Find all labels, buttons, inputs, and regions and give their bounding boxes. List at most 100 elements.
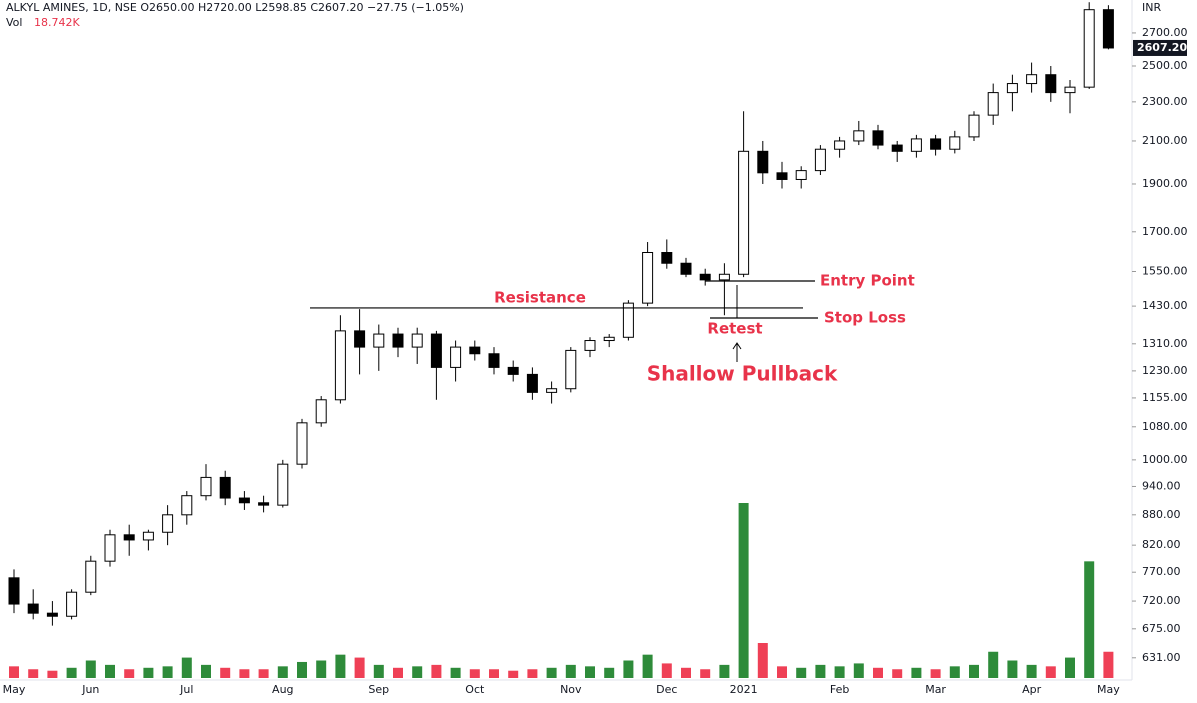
y-tick-label: 720.00 (1142, 594, 1181, 607)
volume-bar (930, 669, 941, 678)
x-tick-label: Nov (560, 683, 582, 696)
volume-bar (546, 667, 557, 678)
candle-body (27, 603, 39, 614)
x-tick-label: Oct (465, 683, 485, 696)
y-tick-label: 2100.00 (1142, 134, 1188, 147)
y-tick-label: 820.00 (1142, 538, 1181, 551)
x-tick-label: Sep (368, 683, 389, 696)
candle-body (1102, 9, 1114, 49)
x-tick-label: Mar (925, 683, 946, 696)
last-price-box (1133, 39, 1187, 56)
candle-body (507, 366, 519, 375)
candle-body (238, 497, 250, 504)
volume-bar (85, 660, 96, 678)
y-tick-label: 880.00 (1142, 508, 1181, 521)
volume-bar (853, 663, 864, 678)
candle-body (469, 346, 481, 355)
candle-body (661, 252, 673, 264)
volume-bar (201, 664, 211, 678)
volume-bar (700, 669, 711, 678)
x-tick-label: Jul (179, 683, 193, 696)
candle-body (814, 148, 826, 172)
candle-body (430, 333, 442, 368)
volume-bar (181, 657, 192, 678)
volume-bar (335, 654, 346, 678)
candle-body (891, 144, 903, 152)
y-tick-label: 1155.00 (1142, 391, 1188, 404)
candle-body (834, 140, 846, 150)
y-tick-label: 1430.00 (1142, 299, 1188, 312)
last-price-label: 2607.20 (1137, 41, 1187, 54)
candle-body (181, 495, 193, 516)
x-tick-label: May (1097, 683, 1120, 696)
annotation-label: Stop Loss (824, 309, 906, 327)
candle-body (546, 388, 558, 393)
volume-bar (661, 663, 672, 678)
volume-bar (1045, 666, 1056, 678)
volume-bar (431, 664, 442, 678)
volume-bar (1007, 660, 1018, 678)
volume-bar (258, 669, 269, 678)
volume-bar (988, 651, 999, 678)
y-tick-label: 2300.00 (1142, 95, 1188, 108)
candle-body (1064, 86, 1076, 94)
candle-body (622, 302, 634, 338)
volume-bar (527, 669, 538, 678)
volume-bar (47, 670, 58, 678)
volume-bar (892, 669, 903, 678)
x-tick-label: Dec (656, 683, 677, 696)
volume-bar (642, 654, 653, 678)
candle-body (1045, 74, 1057, 94)
y-tick-label: 675.00 (1142, 622, 1181, 635)
candle-body (296, 422, 308, 465)
volume-bar (393, 667, 403, 678)
candle-body (334, 330, 346, 401)
candle-body (277, 463, 289, 506)
y-tick-label: 1700.00 (1142, 225, 1188, 238)
candle-body (104, 534, 116, 562)
candle-body (680, 262, 692, 275)
annotation-label: Shallow Pullback (647, 362, 838, 386)
candle-body (968, 114, 980, 138)
volume-bar (757, 643, 768, 678)
candle-body (1026, 74, 1038, 85)
annotation-label: Entry Point (820, 272, 915, 290)
y-tick-label: 2500.00 (1142, 59, 1188, 72)
x-tick-label: Aug (272, 683, 293, 696)
y-tick-label: 1080.00 (1142, 420, 1188, 433)
candle-body (738, 150, 750, 275)
volume-bar (777, 666, 787, 678)
volume-bar (354, 657, 365, 678)
candle-body (987, 92, 999, 116)
volume-value: 18.742K (34, 16, 80, 29)
volume-bar (162, 666, 173, 678)
volume-bar (220, 667, 231, 678)
annotation-arrow-head (732, 342, 742, 350)
candle-body (488, 353, 500, 368)
x-tick-label: Feb (830, 683, 849, 696)
volume-bar (585, 666, 595, 678)
candle-body (795, 170, 807, 180)
candle-body (392, 333, 404, 348)
candle-body (450, 346, 462, 368)
volume-bar (949, 666, 960, 678)
candle-body (757, 150, 769, 174)
candle-body (8, 577, 20, 605)
volume-bar (489, 669, 499, 678)
volume-bar (815, 664, 826, 678)
candle-body (258, 502, 270, 506)
volume-bar (373, 664, 384, 678)
y-tick-label: 2700.00 (1142, 26, 1188, 39)
volume-bar (565, 664, 576, 678)
volume-bar (508, 670, 519, 678)
volume-bar (66, 667, 77, 678)
currency: INR (1142, 1, 1161, 14)
x-tick-label: May (3, 683, 26, 696)
volume-bar (469, 669, 480, 678)
volume-bar (239, 669, 250, 678)
y-tick-label: 631.00 (1142, 651, 1181, 664)
candle-body (642, 252, 654, 304)
candle-body (699, 273, 711, 281)
